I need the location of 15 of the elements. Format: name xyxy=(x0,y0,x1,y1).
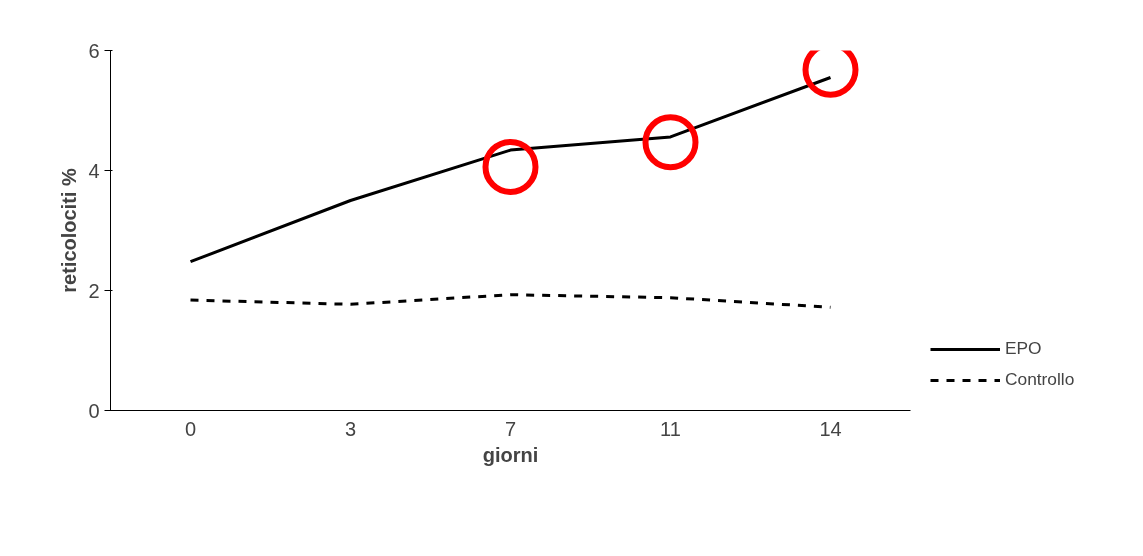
x-tick-label: 0 xyxy=(184,417,197,440)
x-axis-title: giorni xyxy=(482,443,539,466)
line-series xyxy=(189,293,832,309)
x-tick-label: 11 xyxy=(660,417,681,440)
x-tick-label: 7 xyxy=(504,417,517,440)
y-tick-label: 0 xyxy=(88,399,100,422)
legend-label: Controllo xyxy=(1005,369,1075,390)
y-tick-label: 6 xyxy=(88,39,100,62)
x-tick-label: 3 xyxy=(344,417,357,440)
y-axis-title: reticolociti % xyxy=(58,168,81,293)
legend-label: EPO xyxy=(1005,338,1042,359)
y-tick-label: 4 xyxy=(88,159,100,182)
x-tick-label: 14 xyxy=(819,417,842,440)
y-tick-label: 2 xyxy=(88,279,100,302)
line-series xyxy=(189,76,832,264)
